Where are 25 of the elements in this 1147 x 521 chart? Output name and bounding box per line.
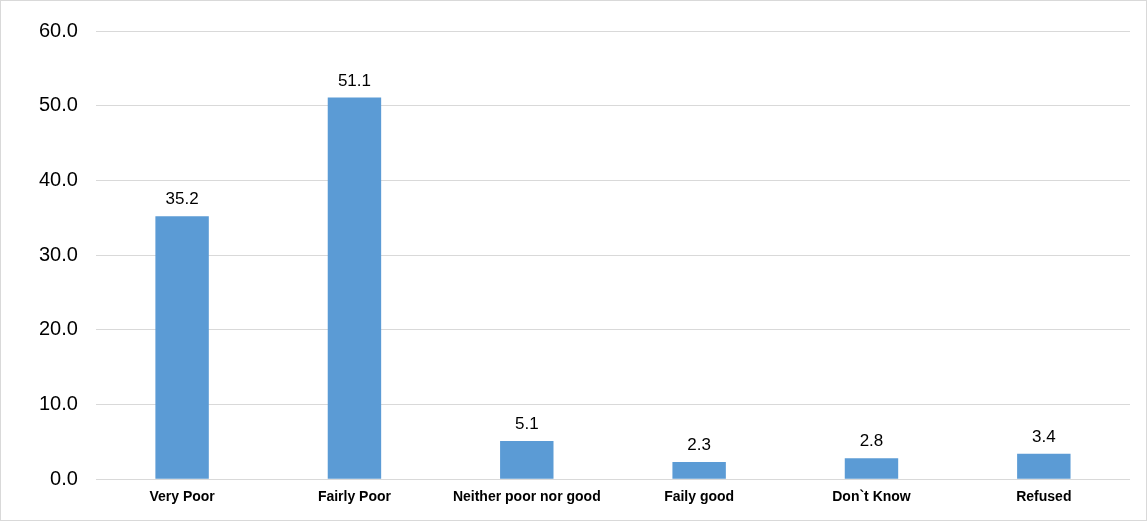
y-tick-label: 50.0 <box>38 93 78 116</box>
x-tick-label: Refused <box>1016 488 1072 505</box>
bar <box>155 216 209 479</box>
data-label: 2.3 <box>687 435 711 455</box>
bar <box>844 458 899 479</box>
y-tick-label: 40.0 <box>38 167 78 190</box>
y-tick-label: 10.0 <box>38 392 78 415</box>
data-label: 3.4 <box>1032 426 1056 446</box>
x-tick-label: Fairly Poor <box>317 488 392 505</box>
x-tick-label: Very Poor <box>149 488 216 505</box>
x-tick-label: Neither poor nor good <box>452 488 601 505</box>
bar <box>500 441 554 479</box>
bar <box>672 462 726 479</box>
y-tick-label: 30.0 <box>38 242 78 265</box>
y-tick-label: 60.0 <box>38 18 78 41</box>
data-label: 2.8 <box>859 431 884 451</box>
data-label: 5.1 <box>514 414 539 434</box>
x-tick-label: Faily good <box>664 488 735 505</box>
data-label: 51.1 <box>337 70 371 90</box>
bar <box>327 97 382 479</box>
data-label: 35.2 <box>165 189 199 209</box>
x-tick-label: Don`t Know <box>832 488 911 505</box>
y-tick-label: 20.0 <box>38 317 78 340</box>
bar <box>1017 453 1071 479</box>
y-tick-label: 0.0 <box>50 466 78 489</box>
